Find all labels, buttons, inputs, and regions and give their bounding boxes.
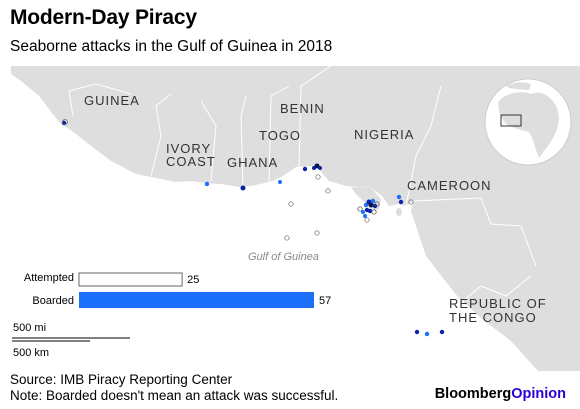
attempted-point bbox=[364, 217, 370, 223]
label-ghana: GHANA bbox=[227, 155, 278, 170]
legend-attempted-label: Attempted bbox=[24, 272, 74, 284]
boarded-point bbox=[204, 181, 210, 187]
label-congo-1: REPUBLIC OF bbox=[449, 296, 547, 311]
boarded-bar bbox=[79, 292, 314, 308]
label-benin: BENIN bbox=[280, 101, 325, 116]
boarded-point bbox=[424, 331, 430, 337]
boarded-point bbox=[363, 202, 369, 208]
label-ivory-1: IVORY bbox=[166, 141, 211, 156]
label-togo: TOGO bbox=[259, 128, 301, 143]
boarded-point bbox=[398, 199, 404, 205]
boarded-point bbox=[361, 210, 365, 214]
boarded-point bbox=[363, 214, 367, 218]
brand-logo: BloombergOpinion bbox=[435, 386, 566, 402]
attack-points bbox=[61, 119, 445, 337]
legend-boarded-label: Boarded bbox=[32, 295, 74, 307]
boarded-point bbox=[370, 198, 376, 204]
boarded-point bbox=[318, 166, 322, 170]
globe-inset bbox=[484, 78, 572, 166]
boarded-point bbox=[302, 166, 308, 172]
boarded-point bbox=[367, 208, 373, 214]
label-gulf: Gulf of Guinea bbox=[248, 251, 319, 263]
scale-mi: 500 mi bbox=[13, 322, 46, 334]
land-west-africa bbox=[11, 66, 580, 371]
attempted-point bbox=[357, 206, 363, 212]
brand-name: Bloomberg bbox=[434, 386, 512, 402]
country-borders bbox=[68, 66, 537, 302]
boarded-point bbox=[240, 185, 246, 191]
legend-attempted-value: 25 bbox=[187, 274, 199, 286]
attempted-point bbox=[325, 188, 331, 194]
boarded-point bbox=[278, 180, 282, 184]
attempted-point bbox=[315, 174, 321, 180]
label-congo-2: THE CONGO bbox=[449, 310, 537, 325]
boarded-point bbox=[368, 202, 374, 208]
chart-title: Modern-Day Piracy bbox=[10, 6, 197, 29]
bioko-island bbox=[396, 208, 402, 216]
attempted-point bbox=[371, 209, 377, 215]
boarded-point bbox=[439, 329, 445, 335]
attempted-point bbox=[408, 199, 414, 205]
label-cameroon: CAMEROON bbox=[407, 178, 492, 193]
footnote: Note: Boarded doesn't mean an attack was… bbox=[10, 388, 339, 403]
attempted-point bbox=[284, 235, 290, 241]
label-guinea: GUINEA bbox=[84, 93, 140, 108]
boarded-point bbox=[61, 120, 67, 126]
boarded-point bbox=[396, 194, 402, 200]
attempted-point bbox=[374, 201, 380, 207]
brand-opinion: Opinion bbox=[511, 386, 566, 402]
legend-boarded-value: 57 bbox=[319, 295, 331, 307]
map: GUINEA IVORY COAST GHANA BENIN TOGO NIGE… bbox=[11, 66, 580, 371]
inset-locator bbox=[500, 114, 522, 127]
attempted-point bbox=[62, 119, 68, 125]
source-note: Source: IMB Piracy Reporting Center bbox=[10, 372, 233, 387]
label-ivory-2: COAST bbox=[166, 154, 216, 169]
chart-subtitle: Seaborne attacks in the Gulf of Guinea i… bbox=[10, 38, 333, 55]
label-nigeria: NIGERIA bbox=[354, 127, 414, 142]
attempted-point bbox=[314, 230, 320, 236]
attempted-bar bbox=[78, 272, 183, 287]
boarded-point bbox=[414, 329, 420, 335]
legend: Attempted 25 Boarded 57 bbox=[24, 272, 331, 308]
boarded-point bbox=[372, 203, 378, 209]
attempted-point bbox=[288, 201, 294, 207]
scale-bar: 500 mi 500 km bbox=[12, 322, 130, 359]
scale-km: 500 km bbox=[13, 347, 49, 359]
